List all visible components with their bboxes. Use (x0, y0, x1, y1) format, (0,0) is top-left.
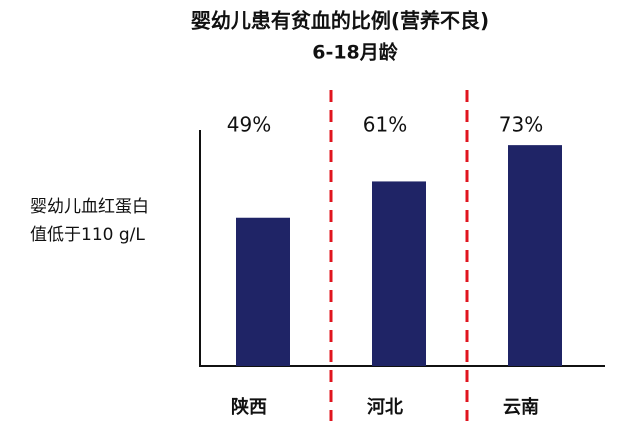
x-tick-label: 陕西 (231, 396, 267, 418)
value-label: 49% (227, 113, 271, 137)
bar (236, 217, 290, 366)
chart-title: 婴幼儿患有贫血的比例(营养不良) (191, 9, 489, 33)
x-tick-label: 河北 (367, 397, 403, 418)
bar (508, 145, 562, 366)
y-axis-label: 婴幼儿血红蛋白 (30, 197, 149, 217)
x-tick-label: 云南 (503, 396, 539, 418)
value-label: 73% (499, 113, 543, 137)
value-label: 61% (363, 113, 407, 137)
bar (372, 181, 426, 366)
chart-subtitle: 6-18月龄 (312, 41, 399, 64)
y-axis-label: 值低于110 g/L (30, 225, 145, 245)
